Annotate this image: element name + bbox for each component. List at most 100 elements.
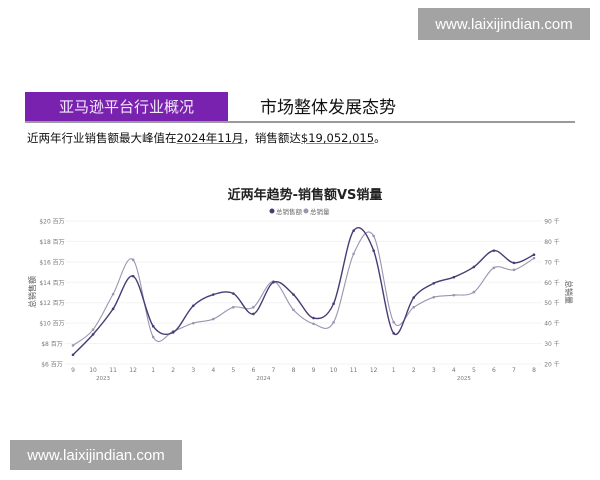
x-tick-label: 11 bbox=[350, 367, 358, 374]
watermark-top: www.laixijindian.com bbox=[418, 8, 590, 40]
y-tick-label-left: $10 百万 bbox=[39, 321, 64, 328]
data-point-quantity bbox=[151, 335, 155, 339]
x-tick-label: 9 bbox=[71, 367, 75, 374]
y-tick-label-left: $18 百万 bbox=[39, 239, 64, 246]
data-point-sales bbox=[191, 304, 195, 308]
x-tick-label: 8 bbox=[532, 367, 536, 374]
summary-middle: ，销售额达 bbox=[243, 131, 301, 145]
x-year-label: 2024 bbox=[256, 376, 270, 382]
y-tick-label-right: 20 千 bbox=[544, 361, 560, 369]
x-tick-label: 5 bbox=[231, 367, 235, 374]
y-tick-label-right: 70 千 bbox=[544, 258, 560, 266]
legend: 总销售额 总销量 bbox=[269, 207, 330, 216]
legend-marker-quantity bbox=[303, 208, 309, 214]
x-tick-label: 5 bbox=[472, 367, 476, 374]
data-point-sales bbox=[111, 307, 115, 311]
x-tick-label: 9 bbox=[312, 367, 316, 374]
data-point-sales bbox=[272, 280, 275, 284]
legend-marker-sales bbox=[269, 208, 275, 214]
y-axis-label-left: 总销售额 bbox=[27, 276, 37, 308]
data-point-sales bbox=[71, 353, 75, 357]
x-tick-label: 11 bbox=[109, 367, 117, 374]
y-tick-label-left: $20 百万 bbox=[39, 219, 64, 226]
x-year-label: 2025 bbox=[457, 376, 471, 382]
summary-period: 2024年11月 bbox=[176, 131, 244, 145]
data-point-quantity bbox=[212, 317, 215, 321]
section-title: 市场整体发展态势 bbox=[260, 98, 396, 118]
data-point-sales bbox=[292, 293, 295, 296]
x-tick-label: 6 bbox=[492, 367, 496, 374]
data-point-sales bbox=[412, 296, 416, 299]
data-point-sales bbox=[312, 316, 315, 320]
data-point-quantity bbox=[191, 321, 195, 325]
data-point-sales bbox=[472, 265, 476, 269]
data-point-sales bbox=[512, 261, 516, 265]
y-tick-label-right: 30 千 bbox=[544, 340, 560, 348]
data-point-sales bbox=[332, 302, 335, 306]
x-tick-label: 2 bbox=[171, 367, 175, 374]
chart-title: 近两年趋势-销售额VS销量 bbox=[228, 187, 383, 203]
data-point-quantity bbox=[232, 305, 235, 309]
data-point-quantity bbox=[412, 305, 416, 309]
x-tick-label: 1 bbox=[392, 367, 396, 374]
data-point-quantity bbox=[131, 258, 135, 262]
summary-prefix: 近两年行业销售额最大峰值在 bbox=[27, 131, 177, 145]
legend-label-sales: 总销售额 bbox=[276, 207, 303, 216]
y-tick-label-right: 50 千 bbox=[544, 299, 560, 307]
data-point-quantity bbox=[312, 322, 315, 326]
data-point-quantity bbox=[452, 293, 456, 297]
data-point-quantity bbox=[512, 268, 516, 272]
x-tick-label: 8 bbox=[292, 367, 296, 374]
x-tick-label: 7 bbox=[272, 367, 276, 374]
header-divider bbox=[25, 121, 575, 123]
y-tick-label-left: $8 百万 bbox=[41, 341, 63, 348]
legend-label-quantity: 总销量 bbox=[310, 207, 330, 216]
data-point-quantity bbox=[91, 328, 95, 331]
y-tick-label-left: $14 百万 bbox=[39, 280, 64, 287]
data-point-quantity bbox=[332, 321, 335, 324]
x-tick-label: 6 bbox=[251, 367, 255, 374]
x-tick-label: 10 bbox=[89, 367, 97, 374]
x-tick-label: 2 bbox=[412, 367, 416, 374]
data-point-quantity bbox=[292, 308, 295, 312]
data-point-sales bbox=[392, 332, 395, 335]
y-axis-label-right: 总销量 bbox=[564, 280, 574, 304]
data-point-sales bbox=[151, 324, 155, 328]
data-point-quantity bbox=[372, 234, 375, 238]
data-point-sales bbox=[171, 331, 175, 334]
data-point-sales bbox=[492, 249, 496, 252]
data-point-quantity bbox=[252, 305, 255, 309]
data-point-quantity bbox=[111, 292, 115, 296]
x-tick-label: 1 bbox=[151, 367, 155, 374]
x-tick-label: 3 bbox=[432, 367, 436, 374]
data-point-sales bbox=[532, 253, 536, 257]
series-line-quantity bbox=[72, 231, 535, 346]
y-tick-label-right: 60 千 bbox=[544, 279, 560, 287]
y-tick-label-right: 80 千 bbox=[544, 238, 560, 246]
data-point-sales bbox=[432, 282, 436, 285]
data-point-sales bbox=[131, 274, 135, 278]
summary-suffix: 。 bbox=[374, 131, 386, 145]
x-tick-label: 12 bbox=[129, 367, 137, 374]
data-point-quantity bbox=[71, 344, 75, 347]
watermark-bottom: www.laixijindian.com bbox=[10, 440, 182, 470]
data-point-sales bbox=[212, 293, 215, 296]
data-point-sales bbox=[252, 312, 255, 316]
y-tick-label-left: $12 百万 bbox=[39, 300, 64, 307]
data-point-quantity bbox=[492, 266, 496, 270]
y-tick-label-right: 40 千 bbox=[544, 320, 560, 328]
data-point-quantity bbox=[532, 256, 536, 260]
y-tick-label-left: $16 百万 bbox=[39, 259, 64, 266]
section-tag: 亚马逊平台行业概况 bbox=[25, 92, 228, 121]
x-tick-label: 4 bbox=[452, 367, 456, 374]
x-year-label: 2023 bbox=[96, 376, 110, 382]
data-point-sales bbox=[352, 229, 355, 233]
data-point-sales bbox=[91, 333, 95, 336]
y-tick-label-left: $6 百万 bbox=[41, 362, 63, 369]
data-point-quantity bbox=[352, 252, 355, 256]
data-point-quantity bbox=[472, 290, 476, 294]
x-tick-label: 4 bbox=[211, 367, 215, 374]
y-tick-label-right: 90 千 bbox=[544, 218, 560, 226]
data-point-sales bbox=[452, 275, 456, 279]
